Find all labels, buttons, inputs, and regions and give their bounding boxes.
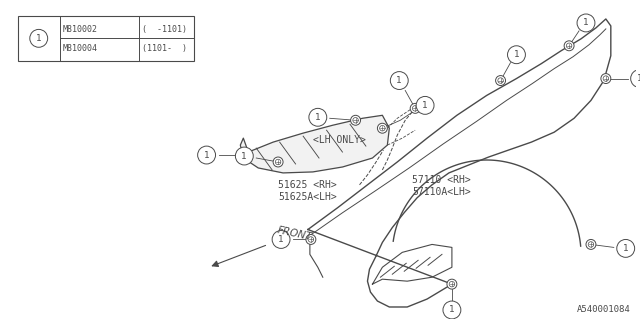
Text: 1: 1 (36, 34, 42, 43)
Bar (18, 16, 194, 61)
Circle shape (351, 115, 360, 125)
Text: 1: 1 (204, 150, 209, 160)
Circle shape (495, 76, 506, 85)
Text: 1: 1 (513, 50, 519, 59)
Circle shape (275, 159, 281, 165)
Circle shape (566, 43, 572, 49)
Circle shape (353, 117, 358, 123)
Text: 1: 1 (315, 113, 321, 122)
Circle shape (416, 96, 434, 114)
Text: 1: 1 (278, 235, 284, 244)
Text: 1: 1 (637, 74, 640, 83)
Circle shape (601, 74, 611, 84)
Text: A540001084: A540001084 (577, 305, 630, 314)
Circle shape (30, 29, 47, 47)
Text: 51625 <RH>: 51625 <RH> (278, 180, 337, 190)
Circle shape (508, 46, 525, 64)
Circle shape (630, 70, 640, 87)
Circle shape (272, 230, 290, 248)
Text: 1: 1 (623, 244, 628, 253)
Circle shape (273, 157, 283, 167)
Text: 1: 1 (422, 101, 428, 110)
Circle shape (443, 301, 461, 319)
Circle shape (588, 242, 594, 247)
Circle shape (198, 146, 216, 164)
Circle shape (410, 103, 420, 113)
Circle shape (412, 106, 418, 111)
Text: (  -1101): ( -1101) (142, 25, 187, 34)
Text: 57110 <RH>: 57110 <RH> (412, 175, 471, 185)
Circle shape (617, 239, 635, 257)
Text: M810004: M810004 (63, 44, 97, 53)
Circle shape (586, 239, 596, 249)
Circle shape (577, 14, 595, 32)
Circle shape (390, 72, 408, 90)
Text: FRONT: FRONT (276, 225, 313, 243)
Circle shape (241, 152, 246, 158)
Circle shape (238, 150, 248, 160)
Text: 57110A<LH>: 57110A<LH> (412, 187, 471, 197)
Circle shape (308, 237, 314, 242)
Circle shape (603, 76, 609, 81)
Circle shape (449, 281, 454, 287)
Text: M810002: M810002 (63, 25, 97, 34)
Circle shape (236, 147, 253, 165)
Text: (1101-  ): (1101- ) (142, 44, 187, 53)
Text: <LH ONLY>: <LH ONLY> (313, 135, 365, 145)
Text: 51625A<LH>: 51625A<LH> (278, 192, 337, 202)
Circle shape (378, 123, 387, 133)
Circle shape (564, 41, 574, 51)
Circle shape (306, 235, 316, 244)
Circle shape (447, 279, 457, 289)
Circle shape (309, 108, 327, 126)
Text: 1: 1 (583, 19, 589, 28)
Circle shape (380, 125, 385, 131)
Text: 1: 1 (449, 306, 455, 315)
Text: 1: 1 (396, 76, 402, 85)
Text: 1: 1 (241, 152, 247, 161)
Polygon shape (241, 115, 389, 173)
Circle shape (498, 78, 503, 83)
